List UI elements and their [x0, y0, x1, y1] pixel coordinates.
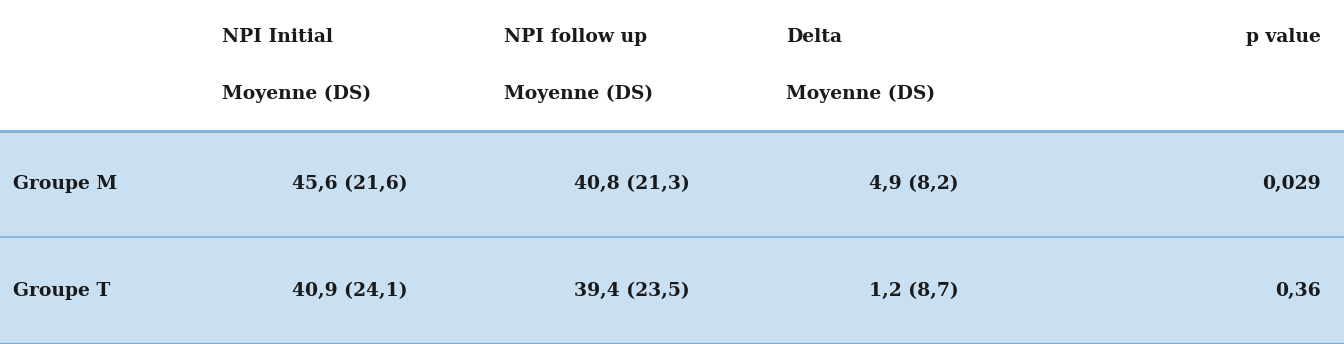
Text: 1,2 (8,7): 1,2 (8,7) — [870, 282, 958, 300]
Text: p value: p value — [1246, 28, 1321, 46]
Text: 0,36: 0,36 — [1275, 282, 1321, 300]
Text: NPI follow up: NPI follow up — [504, 28, 646, 46]
Text: Moyenne (DS): Moyenne (DS) — [786, 85, 935, 103]
Text: Groupe M: Groupe M — [13, 175, 117, 193]
Text: 40,9 (24,1): 40,9 (24,1) — [292, 282, 407, 300]
Text: 0,029: 0,029 — [1262, 175, 1321, 193]
Text: Moyenne (DS): Moyenne (DS) — [504, 85, 653, 103]
Bar — [0, 131, 1344, 237]
Text: Moyenne (DS): Moyenne (DS) — [222, 85, 371, 103]
Text: Groupe T: Groupe T — [13, 282, 110, 300]
Text: Delta: Delta — [786, 28, 843, 46]
Text: 4,9 (8,2): 4,9 (8,2) — [870, 175, 958, 193]
Text: 39,4 (23,5): 39,4 (23,5) — [574, 282, 689, 300]
Bar — [0, 237, 1344, 344]
Text: NPI Initial: NPI Initial — [222, 28, 333, 46]
Text: 40,8 (21,3): 40,8 (21,3) — [574, 175, 689, 193]
Text: 45,6 (21,6): 45,6 (21,6) — [292, 175, 407, 193]
